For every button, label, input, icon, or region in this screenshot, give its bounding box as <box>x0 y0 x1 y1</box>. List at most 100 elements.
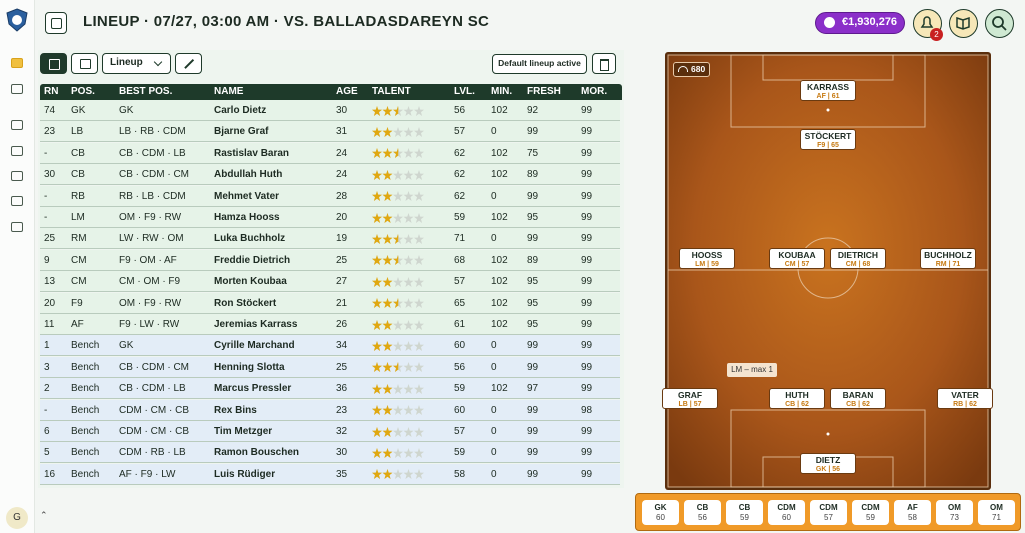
player-card[interactable]: KOUBAA CM | 57 <box>769 248 825 269</box>
player-card[interactable]: BARAN CB | 62 <box>830 388 886 409</box>
player-name: KOUBAA <box>778 250 816 260</box>
nav-icon[interactable] <box>11 196 23 206</box>
table-cell: 99 <box>581 254 593 266</box>
table-row[interactable] <box>40 335 620 357</box>
nav-icon[interactable] <box>11 120 23 130</box>
table-cell: CM <box>71 254 87 266</box>
table-row[interactable] <box>40 442 620 464</box>
table-row[interactable] <box>40 249 620 271</box>
table-cell: 0 <box>491 404 497 416</box>
save-button[interactable] <box>40 53 67 74</box>
guide-button[interactable] <box>949 9 978 38</box>
table-cell: 5 <box>44 447 50 459</box>
table-row[interactable] <box>40 356 620 378</box>
table-cell: CM <box>71 276 87 288</box>
table-cell: 95 <box>527 276 539 288</box>
table-cell: Ramon Bouschen <box>214 447 300 459</box>
player-card[interactable]: DIETRICH CM | 68 <box>830 248 886 269</box>
lineup-select[interactable]: Lineup <box>102 53 171 74</box>
table-cell: 24 <box>336 147 348 159</box>
column-header: NAME <box>214 86 244 97</box>
table-cell: GK <box>119 340 134 352</box>
table-cell: OM · F9 · RW <box>119 212 182 223</box>
table-row[interactable] <box>40 292 620 314</box>
table-row[interactable] <box>40 271 620 293</box>
player-card[interactable]: BUCHHOLZ RM | 71 <box>920 248 976 269</box>
table-row[interactable] <box>40 100 620 121</box>
expand-icon[interactable]: ⌃ <box>40 510 48 520</box>
table-cell: 98 <box>581 404 593 416</box>
table-cell: 28 <box>336 190 348 202</box>
table-row[interactable] <box>40 185 620 207</box>
talent-stars <box>372 298 424 309</box>
table-row[interactable] <box>40 314 620 335</box>
delete-button[interactable] <box>592 53 616 74</box>
table-row[interactable] <box>40 228 620 250</box>
table-cell: Luka Buchholz <box>214 233 286 245</box>
player-card[interactable]: DIETZ GK | 56 <box>800 453 856 474</box>
notifications-button[interactable]: 2 <box>913 9 943 41</box>
lineup-select-value: Lineup <box>110 57 143 68</box>
table-cell: - <box>44 147 48 159</box>
position-chip: CB 59 <box>726 500 763 525</box>
player-position-rating: GK | 56 <box>815 466 841 473</box>
player-card[interactable]: GRAF LB | 57 <box>662 388 718 409</box>
talent-stars <box>372 105 424 116</box>
table-row[interactable] <box>40 164 620 186</box>
table-row[interactable] <box>40 121 620 143</box>
player-card[interactable]: STÖCKERT F9 | 65 <box>800 129 856 150</box>
player-card[interactable]: HOOSS LM | 59 <box>679 248 735 269</box>
default-lineup-button[interactable]: Default lineup active <box>492 54 587 74</box>
chip-rating: 59 <box>866 513 875 522</box>
nav-icon[interactable] <box>11 58 23 68</box>
table-cell: 0 <box>491 126 497 138</box>
nav-icon[interactable] <box>11 171 23 181</box>
table-cell: 62 <box>454 190 466 202</box>
talent-stars <box>372 469 424 480</box>
sidebar: G ⌃ <box>0 0 48 533</box>
table-row[interactable] <box>40 378 620 400</box>
avatar[interactable]: G <box>6 507 28 529</box>
player-card[interactable]: KARRASS AF | 61 <box>800 80 856 101</box>
table-cell: 65 <box>454 297 466 309</box>
table-row[interactable] <box>40 142 620 164</box>
player-name: VATER <box>951 390 979 400</box>
table-cell: 99 <box>527 233 539 245</box>
chip-position: CDM <box>819 503 838 512</box>
table-cell: 34 <box>336 340 348 352</box>
table-cell: 99 <box>527 426 539 437</box>
table-row[interactable] <box>40 421 620 442</box>
table-cell: RM <box>71 233 87 245</box>
nav-icon[interactable] <box>11 222 23 232</box>
table-cell: 95 <box>527 297 539 309</box>
chip-rating: 71 <box>992 513 1001 522</box>
table-cell: 27 <box>336 276 348 288</box>
table-cell: 2 <box>44 383 50 395</box>
toggle-sidebar-button[interactable] <box>45 12 67 34</box>
player-name: BARAN <box>842 390 874 400</box>
nav-icon[interactable] <box>11 84 23 94</box>
talent-stars <box>372 276 424 287</box>
table-row[interactable] <box>40 207 620 228</box>
table-row[interactable] <box>40 463 620 485</box>
table-cell: 99 <box>581 233 593 245</box>
search-button[interactable] <box>985 9 1014 38</box>
page-title: LINEUP · 07/27, 03:00 AM · VS. BALLADASD… <box>83 13 490 30</box>
chip-position: CDM <box>777 503 796 512</box>
table-row[interactable] <box>40 399 620 421</box>
auto-lineup-button[interactable] <box>175 53 202 74</box>
table-cell: 3 <box>44 361 50 373</box>
column-header: LVL. <box>454 86 475 97</box>
table-cell: 35 <box>336 468 348 480</box>
table-cell: Cyrille Marchand <box>214 340 295 352</box>
player-card[interactable]: HUTH CB | 62 <box>769 388 825 409</box>
table-cell: 68 <box>454 254 466 266</box>
table-cell: 23 <box>44 126 56 138</box>
table-cell: - <box>44 212 48 223</box>
chip-position: CB <box>696 503 709 512</box>
load-button[interactable] <box>71 53 98 74</box>
position-chip: CDM 59 <box>852 500 889 525</box>
nav-icon[interactable] <box>11 146 23 156</box>
player-card[interactable]: VATER RB | 62 <box>937 388 993 409</box>
balance[interactable]: €1,930,276 <box>815 12 905 34</box>
